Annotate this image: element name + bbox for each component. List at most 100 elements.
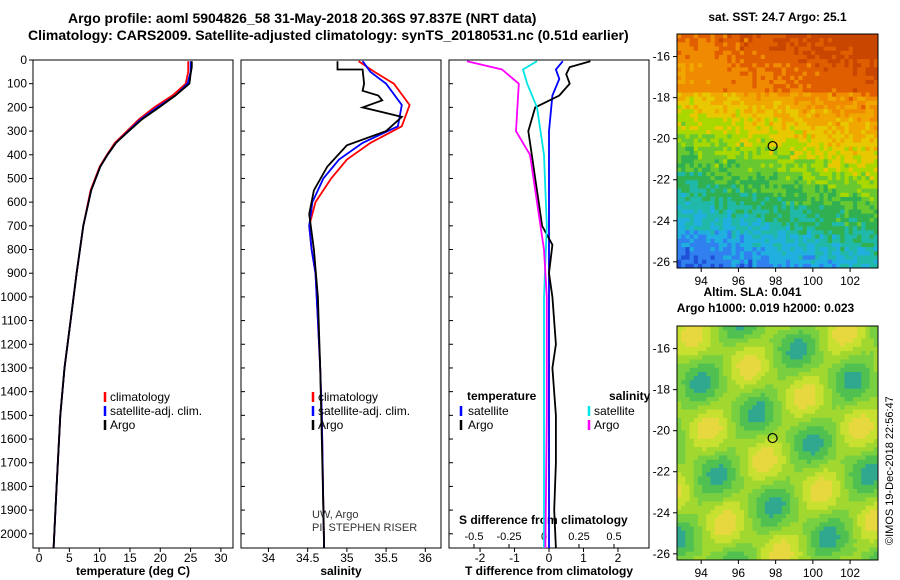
map-cell [769, 484, 774, 490]
map-cell [865, 209, 871, 215]
map-cell [798, 100, 804, 106]
map-cell [693, 443, 699, 448]
map-cell [861, 251, 867, 257]
map-cell [844, 468, 850, 473]
map-cell [840, 67, 846, 73]
map-cell [806, 171, 812, 177]
map-cell [777, 151, 783, 156]
map-cell [727, 392, 733, 398]
map-cell [848, 434, 854, 440]
map-cell [844, 134, 850, 140]
map-cell [865, 493, 871, 498]
map-cell [777, 100, 783, 106]
map-cell [689, 134, 695, 140]
map-cell [685, 493, 691, 498]
map-cell [681, 255, 686, 261]
map-cell [823, 201, 829, 206]
map-cell [693, 392, 699, 398]
map-cell [769, 163, 774, 169]
map-cell [727, 188, 733, 194]
map-cell [731, 488, 737, 494]
map-cell [848, 134, 854, 140]
map-cell [773, 79, 779, 85]
map-cell [873, 455, 878, 461]
map-cell [823, 134, 829, 140]
map-cell [723, 392, 728, 398]
map-cell [739, 493, 745, 498]
map-cell [685, 388, 691, 394]
map-cell [857, 71, 862, 77]
map-cell [706, 505, 712, 511]
map-cell [802, 376, 808, 381]
map-cell [685, 42, 691, 48]
map-cell [819, 388, 825, 394]
map-cell [861, 422, 867, 427]
map-cell [785, 463, 791, 469]
map-cell [727, 451, 733, 457]
map-cell [861, 476, 867, 482]
map-cell [773, 38, 779, 43]
map-cell [744, 434, 749, 440]
map-cell [752, 497, 758, 503]
map-cell [773, 205, 779, 211]
map-cell [773, 330, 779, 335]
map-cell [718, 488, 724, 494]
map-cell [819, 338, 825, 344]
map-cell [756, 355, 762, 361]
map-cell [735, 476, 741, 482]
map-cell [744, 247, 749, 252]
map-cell [852, 409, 858, 415]
map-cell [785, 447, 791, 452]
map-cell [802, 493, 808, 498]
map-cell [727, 201, 733, 206]
map-cell [852, 96, 858, 102]
map-cell [773, 167, 779, 173]
map-cell [790, 376, 795, 381]
map-cell [760, 422, 766, 427]
map-cell [811, 188, 816, 194]
map-cell [806, 468, 812, 473]
map-cell [697, 59, 703, 64]
map-cell [873, 217, 878, 223]
map-cell [798, 209, 804, 215]
map-cell [811, 346, 816, 352]
map-cell [723, 263, 728, 268]
map-cell [714, 146, 720, 152]
map-cell [693, 405, 699, 411]
map-cell [785, 230, 791, 236]
map-cell [823, 163, 829, 169]
y-tick-label: 700 [7, 219, 27, 233]
map-cell [677, 46, 682, 52]
map-cell [811, 205, 816, 211]
map-cell [861, 209, 867, 215]
map-cell [735, 209, 741, 215]
map-cell [773, 455, 779, 461]
map-cell [831, 501, 837, 507]
map-cell [861, 409, 867, 415]
map-cell [764, 434, 770, 440]
map-cell [802, 92, 808, 98]
map-cell [873, 242, 878, 248]
map-cell [689, 397, 695, 402]
map-cell [848, 363, 854, 369]
map-cell [685, 259, 691, 265]
map-cell [806, 326, 812, 331]
map-cells [677, 34, 878, 268]
map-cell [739, 259, 745, 265]
map-cell [815, 109, 820, 114]
map-cell [790, 388, 795, 394]
map-cell [869, 247, 875, 252]
map-cell [848, 338, 854, 344]
map-cell [794, 151, 800, 156]
map-cell [790, 109, 795, 114]
map-cell [794, 359, 800, 365]
map-cell [735, 346, 741, 352]
map-cell [811, 355, 816, 361]
map-cell [689, 342, 695, 348]
map-cell [819, 163, 825, 169]
map-cell [739, 497, 745, 503]
map-cell [731, 234, 737, 240]
map-cell [748, 151, 753, 156]
map-cell [794, 100, 800, 106]
map-cell [764, 497, 770, 503]
